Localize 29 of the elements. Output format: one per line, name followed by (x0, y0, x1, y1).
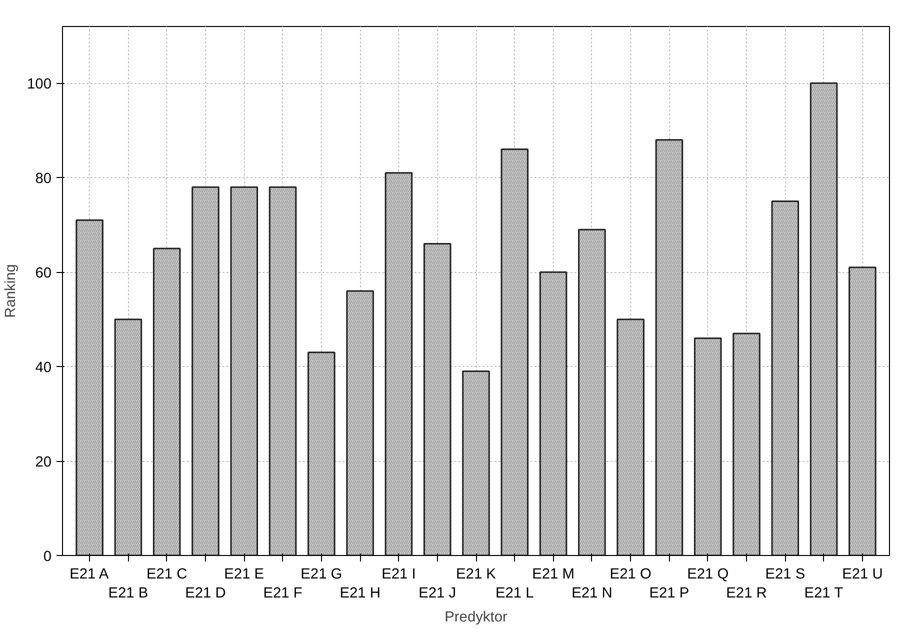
y-tick-label: 20 (35, 454, 52, 471)
x-tick-label: E21 C (146, 566, 188, 582)
x-tick-label: E21 R (726, 586, 767, 602)
y-tick-label: 0 (43, 549, 52, 565)
x-tick-label: E21 K (456, 566, 496, 582)
x-tick-label: E21 U (842, 566, 883, 582)
x-tick-label: E21 M (532, 566, 574, 582)
x-tick-label: E21 O (610, 566, 652, 582)
x-tick-label: E21 J (418, 586, 456, 602)
x-tick-label: E21 P (649, 586, 690, 602)
x-tick-label: E21 Q (687, 566, 729, 582)
y-tick-label: 100 (27, 76, 52, 93)
x-tick-label: E21 S (765, 566, 806, 582)
x-tick-label: E21 E (224, 566, 264, 582)
x-tick-label: E21 H (340, 586, 380, 602)
x-tick-label: E21 T (804, 586, 844, 602)
y-tick-label: 80 (35, 171, 52, 188)
x-tick-label: E21 I (382, 566, 416, 582)
x-tick-label: E21 A (70, 566, 109, 582)
x-tick-label: E21 B (108, 586, 148, 602)
x-tick-label: E21 N (572, 586, 612, 602)
x-tick-label: E21 F (263, 586, 302, 602)
x-tick-label: E21 G (300, 566, 342, 582)
x-tick-label: E21 L (495, 586, 534, 602)
y-tick-label: 60 (35, 266, 52, 282)
y-tick-label: 40 (35, 360, 52, 376)
x-tick-label: E21 D (185, 586, 226, 602)
x-axis-title: Predyktor (444, 610, 508, 626)
y-axis-title: Ranking (3, 264, 20, 318)
